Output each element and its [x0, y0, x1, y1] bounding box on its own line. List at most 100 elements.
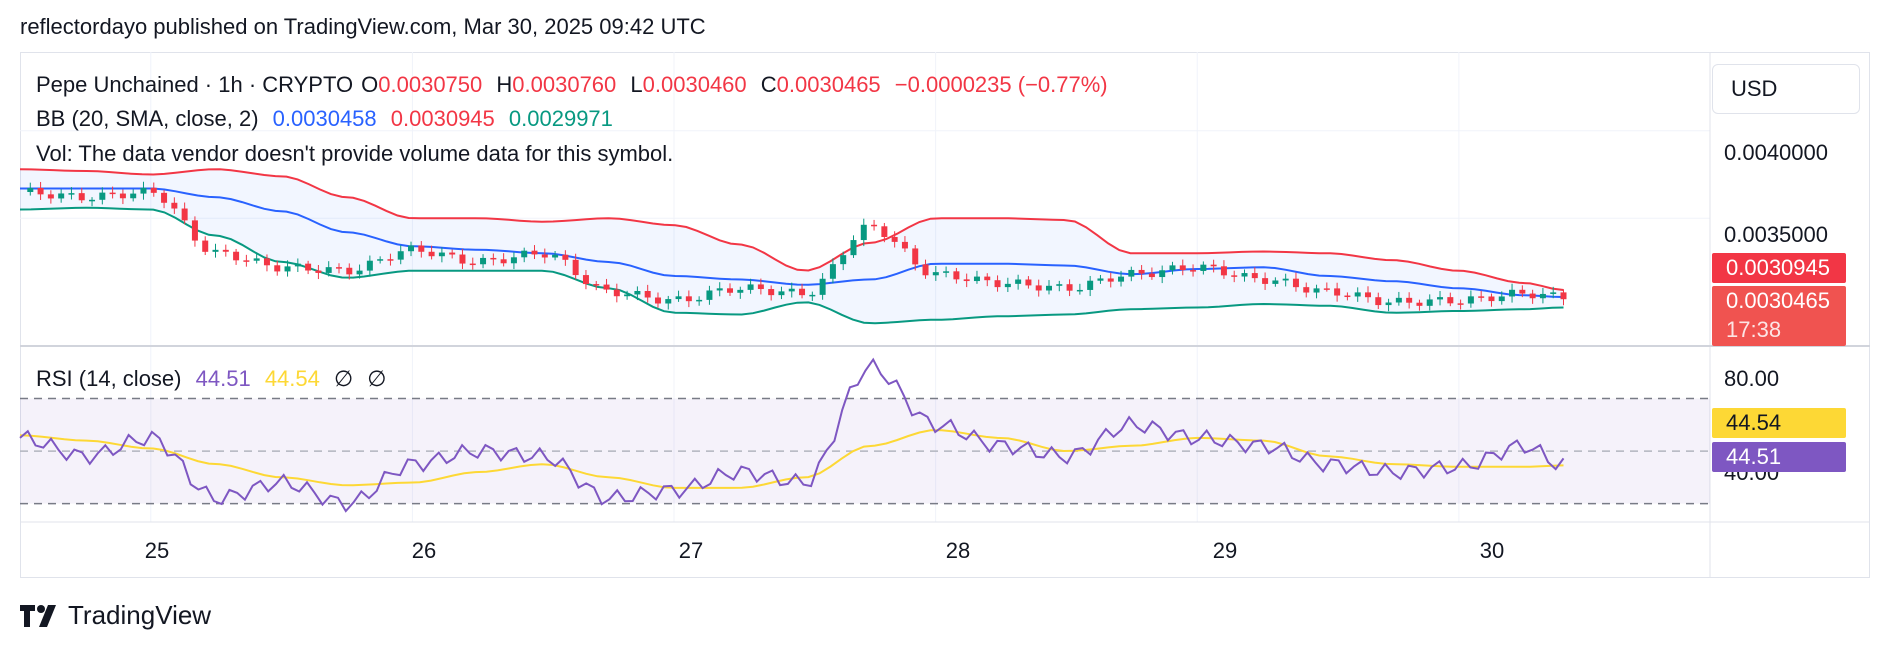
close-label: C: [760, 72, 777, 97]
candle-body: [99, 192, 106, 200]
tradingview-brand[interactable]: TradingView: [20, 600, 211, 631]
bb-label[interactable]: BB (20, SMA, close, 2): [36, 106, 259, 131]
candle-body: [1118, 276, 1125, 282]
candle-body: [1015, 279, 1022, 284]
symbol-name[interactable]: Pepe Unchained · 1h · CRYPTO: [36, 72, 354, 97]
candle-body: [1138, 269, 1145, 274]
candle-body: [253, 258, 260, 261]
candle-body: [1334, 288, 1341, 296]
candle-body: [593, 284, 600, 286]
candle-body: [1035, 285, 1042, 291]
candle-body: [665, 299, 672, 304]
candle-body: [1107, 278, 1114, 282]
candle-body: [541, 254, 548, 258]
candle-body: [1076, 289, 1083, 292]
candle-body: [1210, 264, 1217, 267]
candle-body: [1344, 295, 1351, 298]
candle-body: [1498, 296, 1505, 302]
candle-body: [757, 284, 764, 290]
price-tick-label: 0.0035000: [1724, 222, 1828, 247]
chart-frame[interactable]: [20, 52, 1870, 578]
candle-body: [1200, 264, 1207, 271]
candle-body: [500, 259, 507, 264]
candle-body: [634, 290, 641, 295]
candle-body: [572, 259, 579, 276]
candle-body: [130, 193, 137, 199]
candle-body: [335, 267, 342, 269]
rsi-line: [19, 357, 1565, 513]
candle-body: [274, 265, 281, 272]
candle-body: [531, 250, 538, 255]
candle-body: [922, 264, 929, 276]
candle-body: [685, 296, 692, 302]
rsi-legend: RSI (14, close) 44.51 44.54 ∅ ∅: [36, 366, 394, 392]
candle-body: [181, 208, 188, 221]
candle-body: [799, 288, 806, 296]
candle-body: [1159, 270, 1166, 278]
last-price: 0.0030465: [1726, 288, 1830, 313]
candle-body: [613, 289, 620, 297]
candle-body: [1045, 285, 1052, 291]
candle-body: [212, 249, 219, 252]
candle-body: [840, 255, 847, 265]
candle-body: [1529, 293, 1536, 299]
candle-body: [202, 240, 209, 252]
candle-body: [346, 267, 353, 275]
candle-body: [1251, 273, 1258, 279]
candle-body: [480, 257, 487, 265]
candle-body: [1066, 284, 1073, 291]
rsi-tick-label: 80.00: [1724, 366, 1780, 391]
candle-body: [397, 251, 404, 260]
candle-body: [860, 224, 867, 241]
time-tick-label: 25: [144, 538, 170, 563]
open-value: 0.0030750: [378, 72, 483, 97]
candle-body: [1416, 302, 1423, 306]
candle-body: [1467, 296, 1474, 304]
tradingview-logo-icon: [20, 604, 56, 627]
candle-body: [243, 260, 250, 262]
candle-body: [356, 270, 363, 275]
candle-body: [737, 289, 744, 293]
candle-body: [1272, 280, 1279, 284]
brand-name: TradingView: [68, 600, 212, 630]
candle-body: [418, 245, 425, 252]
candle-body: [696, 299, 703, 302]
candle-body: [58, 193, 65, 199]
candle-body: [47, 194, 54, 199]
candle-body: [1457, 303, 1464, 305]
candle-body: [408, 245, 415, 252]
candle-body: [1560, 292, 1567, 300]
candle-body: [1292, 278, 1299, 288]
candle-body: [490, 257, 497, 260]
candle-body: [1395, 297, 1402, 303]
candle-body: [901, 241, 908, 249]
candle-body: [1447, 297, 1454, 304]
candle-body: [675, 296, 682, 300]
time-tick-label: 28: [945, 538, 971, 563]
rsi-label[interactable]: RSI (14, close): [36, 366, 182, 391]
change-value: −0.0000235 (−0.77%): [894, 72, 1108, 97]
candle-body: [37, 188, 44, 195]
candle-body: [984, 276, 991, 281]
candle-body: [1385, 302, 1392, 306]
candle-body: [716, 288, 723, 291]
candle-body: [459, 254, 466, 264]
candle-body: [1509, 289, 1516, 297]
candle-body: [1519, 289, 1526, 294]
candle-body: [778, 291, 785, 296]
candle-body: [953, 271, 960, 280]
candle-body: [521, 250, 528, 258]
candle-body: [1313, 288, 1320, 293]
candle-body: [27, 188, 34, 192]
candle-body: [881, 226, 888, 237]
currency-selector[interactable]: USD: [1712, 64, 1860, 114]
rsi-ma-tag: 44.54: [1712, 408, 1846, 438]
candle-body: [562, 254, 569, 260]
candle-body: [747, 284, 754, 290]
candle-body: [438, 252, 445, 257]
candle-body: [140, 187, 147, 194]
symbol-legend: Pepe Unchained · 1h · CRYPTO O0.0030750 H…: [36, 72, 1116, 98]
candle-body: [284, 266, 291, 272]
candle-body: [315, 270, 322, 273]
